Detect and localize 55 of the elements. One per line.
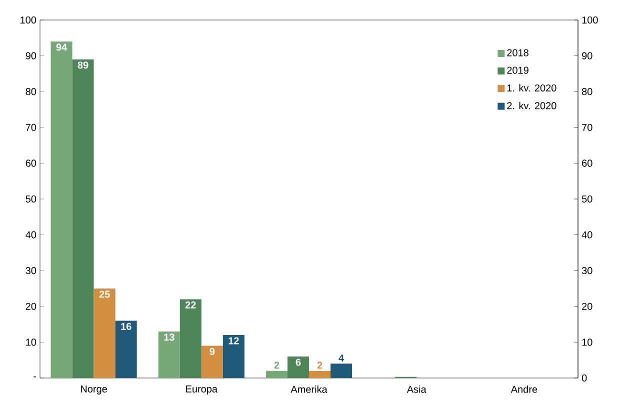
data-label: 6 — [296, 358, 301, 366]
data-label: 4 — [338, 354, 344, 362]
y2-tick-label: 100 — [582, 16, 598, 24]
legend-label: 2019 — [507, 66, 528, 74]
y2-tick-label: 30 — [582, 267, 592, 274]
x-tick-label: Asia — [406, 386, 426, 393]
data-label: 2 — [274, 362, 280, 369]
y2-tick-label: 80 — [582, 88, 592, 96]
bar — [309, 370, 331, 378]
bar — [222, 335, 244, 378]
y-tick-label: - — [34, 376, 36, 378]
data-label: 12 — [228, 337, 239, 344]
data-label: 94 — [56, 44, 68, 51]
bar — [287, 356, 310, 378]
y2-tick-label: 10 — [582, 338, 592, 346]
bar — [115, 320, 137, 378]
data-label: 22 — [185, 301, 196, 308]
x-tick-label: Andre — [510, 386, 538, 393]
bar — [266, 370, 288, 378]
bar — [201, 346, 223, 378]
data-label: 13 — [164, 334, 174, 341]
legend-label: 1. kv. 2020 — [507, 84, 556, 92]
bar — [50, 41, 72, 378]
data-label: 2 — [317, 362, 322, 369]
x-tick-label: Norge — [81, 386, 107, 394]
y-tick-label: 60 — [26, 160, 36, 167]
legend-label: 2018 — [507, 49, 528, 56]
y-tick-label: 80 — [26, 88, 36, 96]
data-label: 9 — [210, 348, 215, 356]
y2-tick-label: 40 — [582, 231, 592, 238]
y-tick-label: 100 — [20, 16, 36, 24]
y-tick-label: 20 — [26, 302, 36, 310]
x-tick-label: Europa — [186, 386, 218, 394]
y-tick-label: 30 — [26, 267, 36, 274]
y2-tick-label: 0 — [582, 374, 587, 382]
bar — [158, 331, 180, 378]
y2-tick-label: 70 — [582, 124, 592, 131]
y2-tick-label: 90 — [582, 52, 592, 60]
bar — [72, 59, 94, 378]
data-label: 16 — [121, 322, 132, 330]
data-label: 25 — [99, 290, 110, 298]
y-tick-label: 40 — [26, 231, 36, 238]
legend-label: 2. kv. 2020 — [507, 102, 556, 110]
y2-tick-label: 60 — [582, 160, 592, 167]
y-tick-label: 10 — [26, 338, 36, 346]
bar — [330, 364, 352, 378]
y-tick-label: 50 — [26, 195, 36, 203]
bar — [94, 288, 116, 378]
bar — [180, 299, 202, 378]
x-tick-label: Amerika — [290, 386, 328, 393]
y2-tick-label: 20 — [582, 302, 592, 310]
y-tick-label: 70 — [26, 124, 36, 131]
y-tick-label: 90 — [26, 52, 36, 60]
y2-tick-label: 50 — [582, 195, 592, 203]
data-label: 89 — [78, 62, 88, 69]
